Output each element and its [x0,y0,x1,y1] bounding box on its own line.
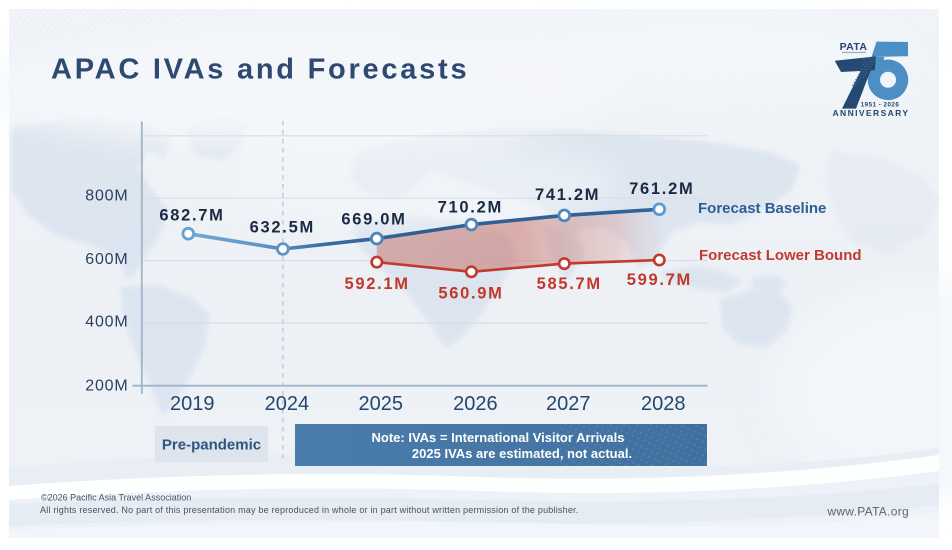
svg-text:560.9M: 560.9M [438,284,503,302]
svg-text:APAC IVAs and Forecasts: APAC IVAs and Forecasts [51,54,469,86]
svg-text:669.0M: 669.0M [341,211,406,229]
svg-text:710.2M: 710.2M [438,198,503,216]
svg-text:2026: 2026 [453,393,498,415]
svg-text:ANNIVERSARY: ANNIVERSARY [833,108,910,118]
svg-text:599.7M: 599.7M [627,271,692,289]
svg-text:Note: IVAs = International Vis: Note: IVAs = International Visitor Arriv… [372,430,625,445]
svg-text:741.2M: 741.2M [535,186,600,204]
svg-text:2025 IVAs are estimated, not a: 2025 IVAs are estimated, not actual. [412,446,632,461]
svg-text:400M: 400M [85,313,128,330]
svg-text:©2026 Pacific Asia Travel Asso: ©2026 Pacific Asia Travel Association [41,493,191,503]
svg-text:585.7M: 585.7M [537,275,602,293]
svg-text:1951 - 2026: 1951 - 2026 [861,101,900,108]
svg-text:All rights reserved. No part o: All rights reserved. No part of this pre… [40,505,578,515]
svg-text:2028: 2028 [641,393,686,415]
svg-text:682.7M: 682.7M [159,207,224,225]
svg-text:800M: 800M [85,188,128,205]
svg-text:www.PATA.org: www.PATA.org [826,504,909,518]
svg-text:2025: 2025 [359,393,404,415]
svg-text:600M: 600M [85,251,128,268]
svg-text:2024: 2024 [265,393,310,415]
svg-text:592.1M: 592.1M [344,275,409,293]
svg-text:632.5M: 632.5M [250,218,315,236]
svg-text:200M: 200M [85,377,128,394]
svg-text:2019: 2019 [170,393,215,415]
svg-text:761.2M: 761.2M [629,180,694,198]
svg-text:Forecast Lower Bound: Forecast Lower Bound [699,247,862,264]
svg-text:Pre-pandemic: Pre-pandemic [162,437,261,454]
svg-text:PATA: PATA [840,41,868,53]
svg-text:Forecast Baseline: Forecast Baseline [698,200,826,217]
svg-text:2027: 2027 [546,393,591,415]
